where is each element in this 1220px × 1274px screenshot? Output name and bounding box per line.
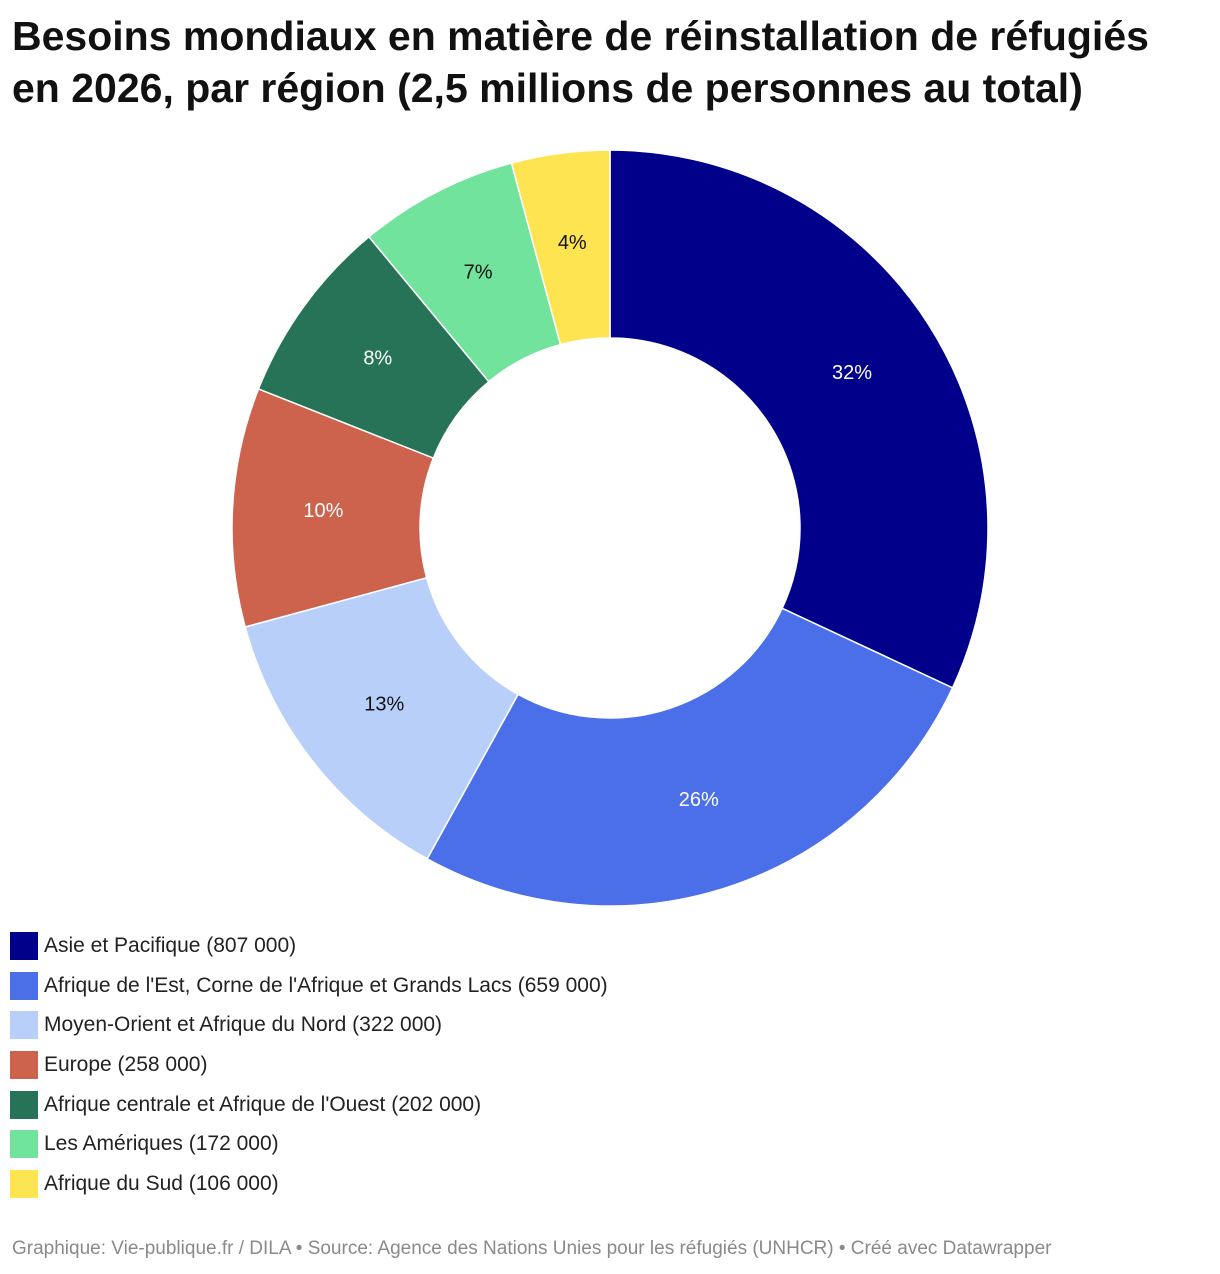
- chart-title: Besoins mondiaux en matière de réinstall…: [12, 13, 1149, 111]
- legend-swatch: [10, 1011, 38, 1040]
- legend-item: Afrique centrale et Afrique de l'Ouest (…: [10, 1085, 608, 1125]
- slice-label-1: 26%: [679, 789, 719, 811]
- legend-item: Europe (258 000): [10, 1045, 608, 1085]
- legend-swatch: [10, 1090, 38, 1119]
- legend-label: Afrique centrale et Afrique de l'Ouest (…: [44, 1092, 482, 1116]
- legend-label: Europe (258 000): [44, 1052, 208, 1076]
- legend-item: Asie et Pacifique (807 000): [10, 926, 608, 966]
- donut-slice-6: [510, 149, 611, 346]
- legend-label: Moyen-Orient et Afrique du Nord (322 000…: [44, 1013, 443, 1037]
- slice-label-4: 8%: [363, 348, 392, 370]
- chart-footer: Graphique: Vie-publique.fr / DILA • Sour…: [12, 1238, 1052, 1259]
- slice-label-2: 13%: [364, 693, 404, 715]
- slice-label-0: 32%: [832, 362, 872, 384]
- legend-item: Afrique du Sud (106 000): [10, 1164, 608, 1204]
- legend-item: Afrique de l'Est, Corne de l'Afrique et …: [10, 966, 608, 1006]
- legend-label: Les Amériques (172 000): [44, 1132, 279, 1156]
- legend-label: Afrique de l'Est, Corne de l'Afrique et …: [44, 973, 608, 997]
- legend-label: Asie et Pacifique (807 000): [44, 933, 297, 957]
- legend-swatch: [10, 1050, 38, 1079]
- chart-legend: Asie et Pacifique (807 000) Afrique de l'…: [10, 926, 608, 1204]
- legend-item: Les Amériques (172 000): [10, 1124, 608, 1164]
- slice-label-6: 4%: [558, 232, 587, 254]
- donut-slice-2: [244, 576, 520, 860]
- legend-label: Afrique du Sud (106 000): [44, 1171, 279, 1195]
- legend-swatch: [10, 971, 38, 1000]
- legend-item: Moyen-Orient et Afrique du Nord (322 000…: [10, 1005, 608, 1045]
- legend-swatch: [10, 1130, 38, 1159]
- slice-label-5: 7%: [464, 261, 493, 283]
- donut-slice-1: [426, 607, 954, 907]
- donut-slice-0: [609, 149, 989, 689]
- slice-label-3: 10%: [303, 500, 343, 522]
- donut-chart: 32% 26% 13% 10% 8% 7% 4%: [231, 149, 989, 907]
- legend-swatch: [10, 931, 38, 960]
- legend-swatch: [10, 1169, 38, 1198]
